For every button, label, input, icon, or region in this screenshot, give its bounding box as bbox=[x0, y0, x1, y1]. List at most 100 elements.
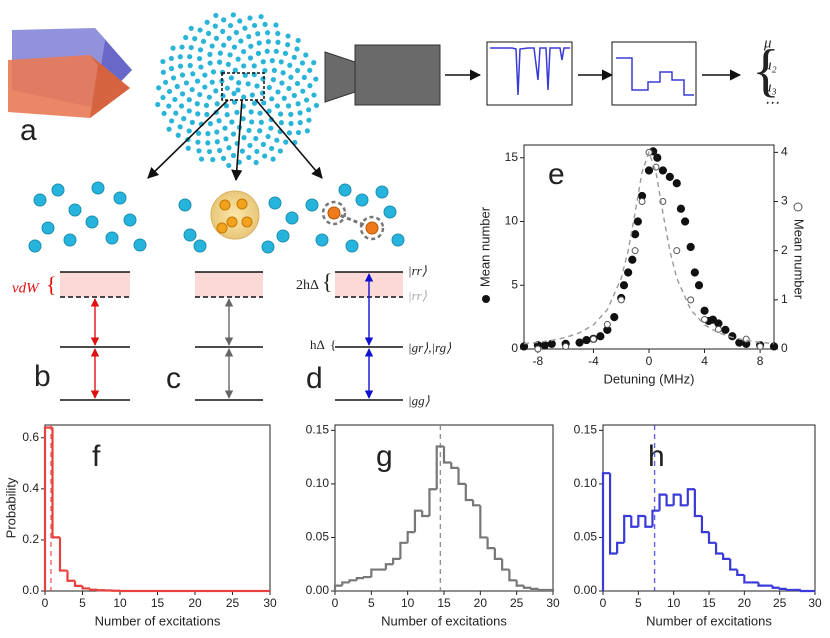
atom bbox=[262, 153, 268, 159]
atom bbox=[223, 136, 229, 142]
excited-atom bbox=[226, 216, 238, 228]
atom bbox=[197, 47, 204, 53]
level-diagrams bbox=[60, 271, 403, 401]
histogram-step bbox=[428, 488, 437, 517]
atom bbox=[212, 23, 218, 29]
excited-atom bbox=[219, 199, 231, 211]
histogram-step bbox=[686, 488, 695, 506]
data-point bbox=[575, 338, 584, 347]
atom bbox=[253, 135, 259, 142]
level-label: |gr⟩,|rg⟩ bbox=[408, 340, 451, 355]
atom bbox=[195, 130, 202, 136]
atom bbox=[210, 69, 217, 75]
atom bbox=[68, 203, 82, 217]
moment: μ₃ bbox=[763, 79, 777, 95]
histogram-step bbox=[73, 580, 83, 587]
atom bbox=[220, 28, 226, 34]
atom bbox=[219, 78, 225, 84]
level-label: |rr⟩ bbox=[408, 288, 427, 303]
y-tick-label: 0.10 bbox=[306, 476, 330, 490]
atom bbox=[268, 125, 274, 131]
atom bbox=[301, 74, 307, 80]
data-point bbox=[687, 296, 695, 304]
atom bbox=[220, 155, 227, 161]
atom bbox=[51, 183, 65, 197]
histogram-step bbox=[493, 548, 503, 560]
data-point bbox=[672, 179, 681, 188]
atom bbox=[391, 233, 405, 247]
moment: μ bbox=[763, 35, 772, 51]
atom bbox=[233, 29, 239, 36]
atom bbox=[305, 198, 319, 212]
atom bbox=[261, 100, 267, 106]
atom bbox=[113, 191, 127, 205]
data-point bbox=[721, 325, 730, 334]
y-axis-label: Mean number bbox=[477, 206, 492, 287]
atom bbox=[239, 148, 246, 154]
histogram-step bbox=[384, 563, 394, 570]
histogram-step bbox=[464, 483, 474, 502]
atom bbox=[247, 15, 253, 21]
atom bbox=[207, 121, 213, 127]
panel-label: a bbox=[20, 114, 37, 147]
x-axis-label: Number of excitations bbox=[646, 613, 772, 628]
atom bbox=[213, 12, 219, 19]
atom bbox=[241, 63, 247, 69]
histogram-step bbox=[479, 505, 488, 539]
data-point bbox=[708, 315, 717, 324]
atom-cloud bbox=[155, 12, 320, 169]
atom bbox=[221, 17, 227, 23]
atom bbox=[291, 92, 297, 99]
x-axis-label: Number of excitations bbox=[95, 613, 221, 628]
data-point bbox=[540, 341, 549, 350]
brace: { bbox=[322, 269, 333, 294]
histogram-step bbox=[515, 580, 524, 587]
histogram-step bbox=[421, 510, 430, 518]
atom bbox=[277, 148, 283, 154]
atom bbox=[269, 145, 275, 152]
atom bbox=[179, 72, 186, 78]
atom bbox=[187, 62, 193, 69]
x-tick-label: 30 bbox=[546, 596, 560, 610]
x-tick-label: 10 bbox=[667, 596, 681, 610]
atom bbox=[246, 127, 252, 134]
atom bbox=[231, 99, 238, 105]
atom bbox=[300, 88, 306, 94]
x-tick-label: 10 bbox=[401, 596, 415, 610]
atom bbox=[264, 48, 270, 54]
atom bbox=[269, 58, 275, 64]
brace: { bbox=[46, 272, 57, 297]
data-point bbox=[728, 332, 737, 341]
histogram-step bbox=[66, 570, 75, 582]
atom bbox=[202, 72, 208, 78]
atom bbox=[28, 239, 42, 253]
atom bbox=[283, 139, 289, 145]
brace: { bbox=[752, 37, 780, 102]
atom bbox=[294, 80, 301, 87]
atom bbox=[264, 30, 271, 36]
atom bbox=[355, 193, 369, 207]
atom bbox=[183, 80, 190, 86]
atom bbox=[231, 44, 238, 50]
atom bbox=[178, 103, 185, 109]
y2-tick-label: 0 bbox=[781, 341, 788, 355]
atom bbox=[271, 67, 277, 73]
atom bbox=[172, 96, 178, 103]
y2-tick-label: 1 bbox=[781, 292, 788, 306]
atom bbox=[173, 110, 179, 116]
y2-axis-label: Mean number bbox=[792, 219, 807, 300]
histogram-inset bbox=[611, 41, 697, 106]
atom bbox=[230, 131, 237, 137]
histogram-step bbox=[616, 541, 625, 554]
atom bbox=[307, 67, 313, 73]
histogram-step bbox=[58, 537, 68, 572]
atom bbox=[189, 86, 195, 93]
moment: ⋯ bbox=[764, 95, 779, 111]
data-point bbox=[653, 153, 662, 162]
atom bbox=[274, 103, 281, 109]
atom bbox=[278, 59, 284, 65]
atom bbox=[227, 52, 233, 58]
y-tick-label: 0.10 bbox=[574, 476, 598, 490]
atom bbox=[235, 56, 241, 62]
atom bbox=[248, 43, 254, 49]
